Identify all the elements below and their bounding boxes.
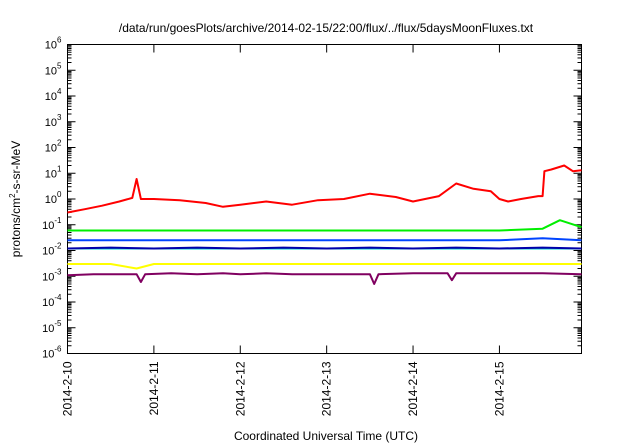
y-tick-label: 102 bbox=[45, 139, 62, 155]
y-tick-label: 105 bbox=[45, 61, 62, 77]
x-tick-label: 2014-2-13 bbox=[320, 361, 334, 416]
series-group bbox=[67, 164, 582, 285]
y-tick-label: 10-3 bbox=[42, 267, 62, 283]
x-tick-label: 2014-2-12 bbox=[233, 361, 247, 416]
y-axis-label: protons/cm2-s-sr-MeV bbox=[8, 141, 23, 257]
x-tick-label: 2014-2-11 bbox=[147, 361, 161, 415]
series-line-3 bbox=[67, 237, 582, 242]
x-tick-label: 2014-2-10 bbox=[61, 361, 75, 416]
chart-title: /data/run/goesPlots/archive/2014-02-15/2… bbox=[119, 21, 534, 35]
y-tick-label: 10-5 bbox=[42, 319, 62, 335]
y-tick-label: 101 bbox=[45, 164, 62, 180]
series-line-5 bbox=[67, 246, 582, 250]
x-axis-label: Coordinated Universal Time (UTC) bbox=[234, 429, 418, 443]
y-tick-label: 10-4 bbox=[42, 293, 62, 309]
y-tick-label: 100 bbox=[45, 190, 62, 206]
y-axis: 10-6 10-5 10-4 10-3 10-2 10-1 100 101 102 103 104 1… bbox=[42, 36, 582, 361]
series-line-1 bbox=[67, 164, 582, 214]
y-tick-label: 106 bbox=[45, 36, 62, 52]
series-line-2 bbox=[67, 219, 582, 232]
y-tick-label: 10-1 bbox=[42, 216, 62, 232]
x-axis: 2014-2-10 2014-2-11 2014-2-12 2014-2-13 2014… bbox=[61, 44, 506, 416]
series-line-7 bbox=[67, 272, 582, 285]
x-tick-label: 2014-2-14 bbox=[406, 361, 420, 416]
y-tick-label: 104 bbox=[45, 87, 62, 103]
x-tick-label: 2014-2-15 bbox=[492, 361, 506, 416]
y-tick-label: 10-6 bbox=[42, 345, 62, 361]
series-line-6 bbox=[67, 263, 582, 270]
y-tick-label: 10-2 bbox=[42, 242, 62, 258]
y-tick-label: 103 bbox=[45, 113, 62, 129]
